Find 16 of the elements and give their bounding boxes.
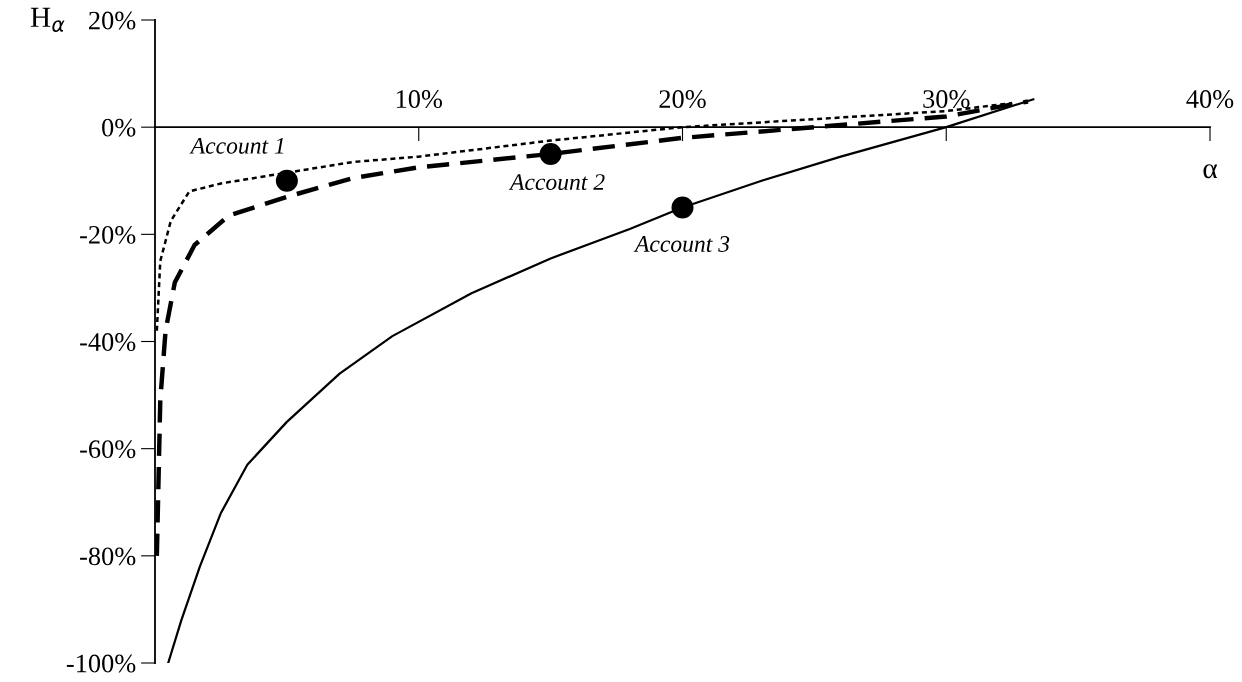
y-tick-label: -80% [80,547,136,566]
y-tick-label: -100% [66,654,136,673]
x-tick-label: 30% [923,90,970,108]
x-tick-label: 40% [1186,90,1234,108]
x-tick-label: 10% [396,90,443,108]
y-tick-label: -20% [80,225,136,244]
annotation: Account 2 [508,174,605,191]
y-axis-title: H$_{α}$ [30,7,65,32]
y-tick-label: 20% [89,11,136,30]
x-tick-label: 20% [659,90,706,108]
x-axis-title: α [1203,164,1217,179]
y-tick-label: 0% [102,118,136,137]
y-tick-label: -40% [80,333,136,351]
annotation: Account 1 [189,137,284,154]
y-tick-label: -60% [80,440,136,459]
annotation: Account 3 [633,236,730,252]
